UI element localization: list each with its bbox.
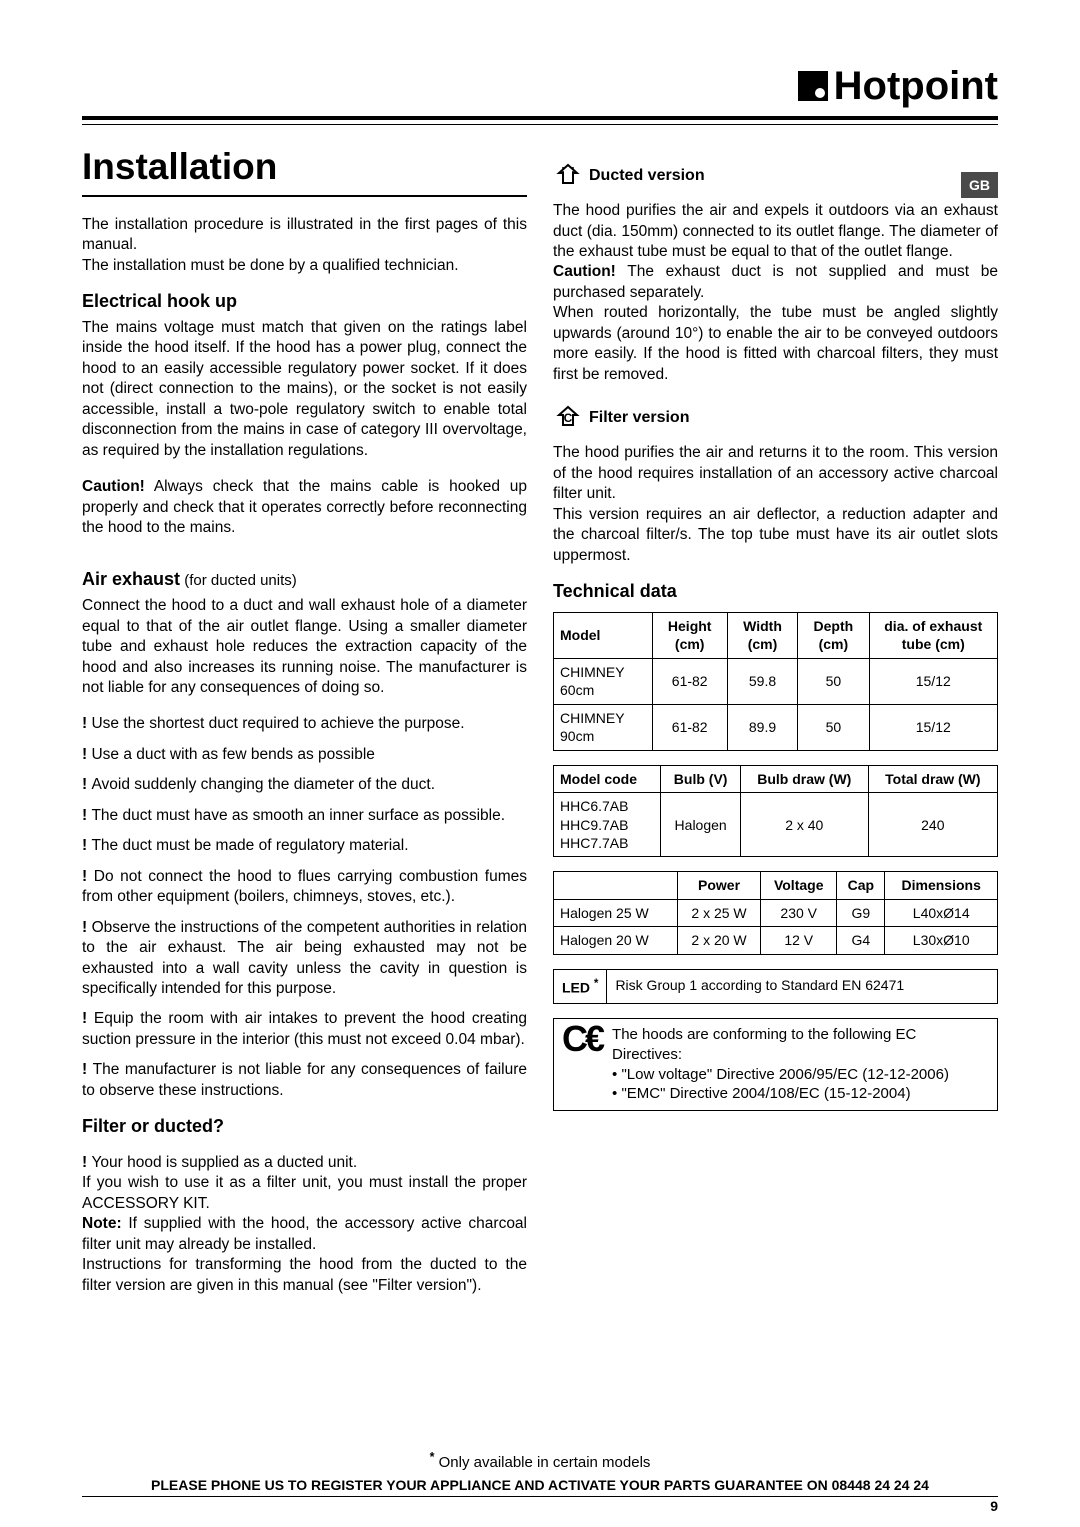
heading-technical-data: Technical data [553,580,998,604]
filterv-body-2: This version requires an air deflector, … [553,505,998,566]
page-number: 9 [990,1497,998,1515]
electrical-caution: Caution! Always check that the mains cab… [82,477,527,538]
brand-logo-icon [798,71,828,101]
warn-9: The manufacturer is not liable for any c… [82,1060,527,1101]
intro-2: The installation must be done by a quali… [82,256,527,276]
heading-air-exhaust: Air exhaust (for ducted units) [82,568,527,592]
intro-1: The installation procedure is illustrate… [82,215,527,256]
led-label: LED * [553,969,607,1004]
lamp-table: PowerVoltageCapDimensions Halogen 25 W2 … [553,871,998,954]
warn-7: Observe the instructions of the competen… [82,918,527,1000]
page-title: Installation [82,143,527,197]
filter-version-label: Filter version [589,407,689,428]
filter-icon: C [553,399,583,435]
ducted-body-2: When routed horizontally, the tube must … [553,303,998,385]
filter-body-1: If you wish to use it as a filter unit, … [82,1173,527,1214]
ce-directive-1: • "Low voltage" Directive 2006/95/EC (12… [612,1065,989,1085]
led-note: LED * Risk Group 1 according to Standard… [553,969,998,1004]
brand-name: Hotpoint [834,60,998,113]
filter-note: Note: If supplied with the hood, the acc… [82,1214,527,1255]
ducted-icon [553,157,583,193]
warn-1: Use the shortest duct required to achiev… [82,714,527,734]
ce-intro: The hoods are conforming to the followin… [612,1025,989,1065]
electrical-body: The mains voltage must match that given … [82,318,527,461]
brand-logo: Hotpoint [798,60,998,113]
ce-directive-2: • "EMC" Directive 2004/108/EC (15-12-200… [612,1084,989,1104]
warn-8: Equip the room with air intakes to preve… [82,1009,527,1050]
heading-filter-version: C Filter version [553,399,998,435]
svg-text:C: C [564,411,573,425]
ducted-caution: Caution! The exhaust duct is not supplie… [553,262,998,303]
filter-body-2: Instructions for transforming the hood f… [82,1255,527,1296]
heading-filter-or-ducted: Filter or ducted? [82,1115,527,1139]
warn-5: The duct must be made of regulatory mate… [82,836,527,856]
ce-mark-icon: C€ [562,1025,602,1054]
dimensions-table: ModelHeight (cm)Width (cm)Depth (cm)dia.… [553,612,998,751]
footer-register-line: PLEASE PHONE US TO REGISTER YOUR APPLIAN… [82,1476,998,1497]
footer-asterisk-note: * Only available in certain models [430,1449,651,1473]
right-column: Ducted version The hood purifies the air… [553,143,998,1296]
warn-4: The duct must have as smooth an inner su… [82,806,527,826]
led-text: Risk Group 1 according to Standard EN 62… [607,969,998,1004]
warn-6: Do not connect the hood to flues carryin… [82,867,527,908]
warn-2: Use a duct with as few bends as possible [82,745,527,765]
heading-ducted-version: Ducted version [553,157,998,193]
header-rule [82,116,998,125]
air-body: Connect the hood to a duct and wall exha… [82,596,527,698]
heading-electrical: Electrical hook up [82,290,527,314]
filter-warn-1: Your hood is supplied as a ducted unit. [82,1153,527,1173]
ducted-version-label: Ducted version [589,165,705,186]
filterv-body-1: The hood purifies the air and returns it… [553,443,998,504]
warn-3: Avoid suddenly changing the diameter of … [82,775,527,795]
ducted-body-1: The hood purifies the air and expels it … [553,201,998,262]
left-column: Installation The installation procedure … [82,143,527,1296]
ce-directive-box: C€ The hoods are conforming to the follo… [553,1018,998,1111]
bulb-table: Model codeBulb (V)Bulb draw (W)Total dra… [553,765,998,858]
country-badge: GB [961,172,998,198]
